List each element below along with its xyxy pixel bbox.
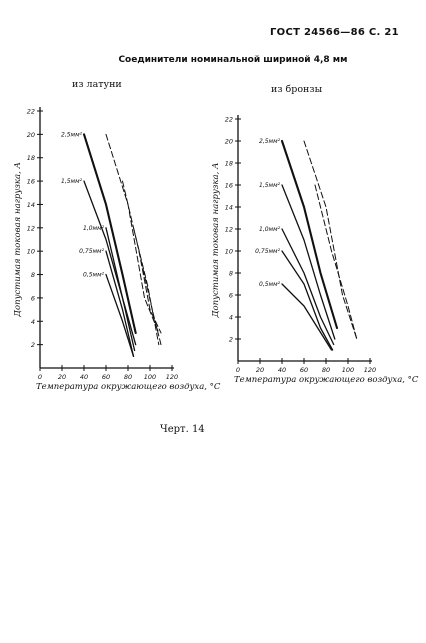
series-label: 0,5мм²: [259, 281, 281, 288]
x-tick-label: 60: [102, 373, 110, 381]
x-tick-label: 0: [38, 373, 42, 381]
y-tick-label: 10: [225, 248, 233, 256]
series-label: 0,5мм²: [83, 272, 105, 279]
series-line: [105, 273, 135, 357]
series-line: [122, 180, 162, 334]
y-tick-label: 6: [31, 294, 35, 302]
x-axis-label: Температура окружающего воздуха, °С: [234, 375, 419, 385]
y-tick-label: 2: [229, 336, 233, 344]
series-line: [280, 139, 339, 330]
series-line: [105, 133, 160, 334]
series-line: [314, 184, 358, 340]
left-chart-subtitle: из латуни: [72, 79, 122, 90]
x-tick-label: 20: [58, 373, 66, 381]
x-axis-label: Температура окружающего воздуха, °С: [36, 382, 221, 392]
y-tick-label: 10: [27, 248, 35, 256]
series-line: [133, 227, 160, 346]
series-line: [82, 133, 137, 335]
x-tick-label: 100: [144, 373, 156, 381]
series-label: 0,75мм²: [255, 248, 280, 255]
y-tick-label: 22: [27, 108, 35, 116]
figure-caption: Черт. 14: [160, 424, 205, 435]
y-tick-label: 2: [31, 341, 35, 349]
series-line: [105, 250, 135, 357]
x-tick-label: 20: [256, 366, 264, 374]
x-tick-label: 120: [364, 366, 376, 374]
series-label: 0,75мм²: [79, 248, 104, 255]
y-tick-label: 14: [27, 201, 35, 209]
x-tick-label: 100: [342, 366, 354, 374]
y-tick-label: 18: [225, 160, 233, 168]
series-label: 1,5мм²: [61, 178, 83, 185]
x-tick-label: 80: [124, 373, 132, 381]
series-label: 2,5мм²: [259, 138, 281, 145]
y-tick-label: 16: [27, 178, 35, 186]
x-tick-label: 0: [236, 366, 240, 374]
series-line: [105, 227, 136, 352]
y-tick-label: 8: [31, 271, 35, 279]
x-tick-label: 40: [278, 366, 286, 374]
y-tick-label: 4: [31, 318, 35, 326]
page-title: Соединители номинальной шириной 4,8 мм: [118, 55, 348, 65]
series-line: [281, 250, 334, 351]
series-line: [138, 250, 162, 346]
y-tick-label: 6: [229, 292, 233, 300]
standard-header: ГОСТ 24566—86 С. 21: [270, 27, 399, 38]
x-tick-label: 40: [80, 373, 88, 381]
series-line: [281, 228, 335, 346]
series-line: [303, 140, 358, 340]
y-tick-label: 22: [225, 116, 233, 124]
y-axis-label: Допустимая токовая нагрузка, А: [13, 162, 23, 318]
y-tick-label: 14: [225, 204, 233, 212]
y-tick-label: 8: [229, 270, 233, 278]
series-line: [83, 180, 137, 346]
y-tick-label: 20: [225, 138, 233, 146]
series-line: [281, 283, 333, 351]
x-tick-label: 120: [166, 373, 178, 381]
y-tick-label: 4: [229, 314, 233, 322]
series-label: 1,0мм²: [83, 225, 105, 232]
y-tick-label: 20: [27, 131, 35, 139]
series-label: 1,5мм²: [259, 182, 281, 189]
y-tick-label: 12: [225, 226, 233, 234]
y-tick-label: 16: [225, 182, 233, 190]
y-axis-label: Допустимая токовая нагрузка, А: [211, 163, 221, 319]
series-line: [281, 184, 336, 340]
series-label: 1,0мм²: [259, 226, 281, 233]
bronze-chart: 2 4 6 8 10 12 14 16 18 20 22 0 20 40 60 80 100 120Темпера…: [211, 115, 419, 385]
x-tick-label: 60: [300, 366, 308, 374]
y-tick-label: 18: [27, 154, 35, 162]
y-tick-label: 12: [27, 224, 35, 232]
brass-chart: 2 4 6 8 10 12 14 16 18 20 22 0 20 40 60 80 100 120Темпера…: [13, 107, 221, 392]
series-label: 2,5мм²: [61, 131, 83, 138]
right-chart-subtitle: из бронзы: [271, 84, 323, 95]
x-tick-label: 80: [322, 366, 330, 374]
